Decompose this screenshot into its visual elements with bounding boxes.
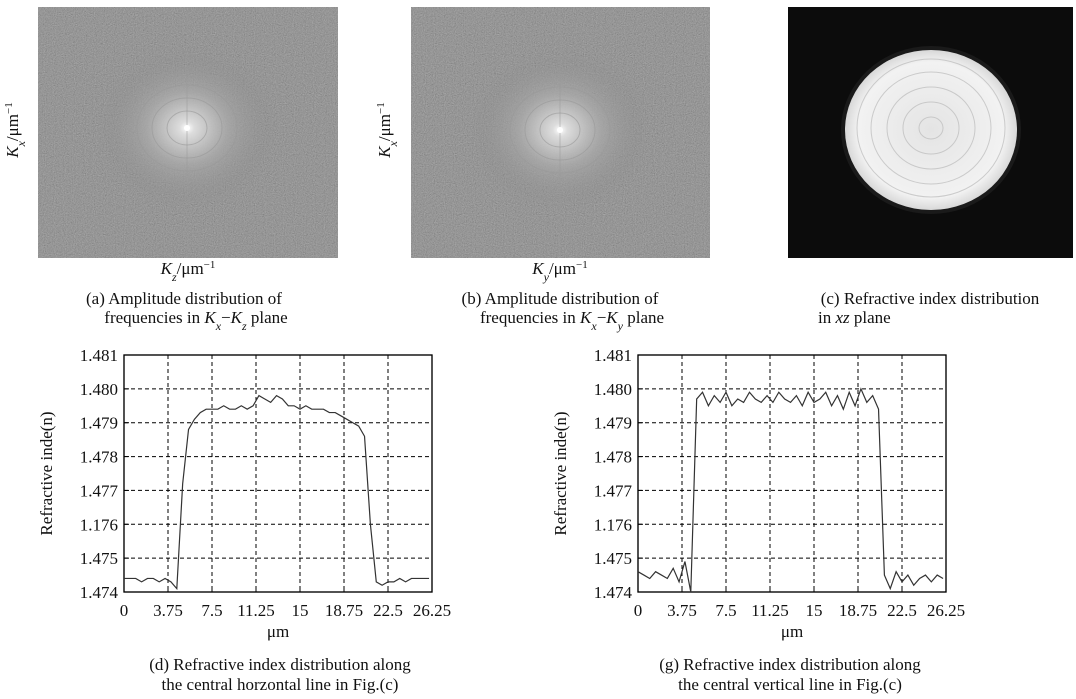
x-tick-label: 15 <box>292 601 309 620</box>
x-tick-label: 11.25 <box>237 601 275 620</box>
text-part: in <box>818 308 835 327</box>
text-part: z <box>241 319 247 333</box>
caption: in xz plane <box>818 308 891 327</box>
text-part: −1 <box>3 102 15 114</box>
text-part: xz <box>834 308 850 327</box>
x-axis-label: μm <box>781 622 803 641</box>
data-line <box>124 394 430 591</box>
x-axis-label: Ky/μm−1 <box>531 259 587 284</box>
x-tick-label: 26.25 <box>413 601 451 620</box>
text-part: frequencies in <box>480 308 580 327</box>
x-tick-label: 22.5 <box>887 601 917 620</box>
y-tick-label: 1.477 <box>80 481 119 500</box>
text-part: − <box>221 308 231 327</box>
text-part: (a) Amplitude distribution of <box>86 289 282 308</box>
x-tick-label: 0 <box>120 601 129 620</box>
caption: frequencies in Kx−Kz plane <box>104 308 287 333</box>
text-part: /μm <box>3 114 22 141</box>
y-axis-label: Kx/μm−1 <box>375 102 400 158</box>
y-axis-label: Refractive inde(n) <box>37 411 56 535</box>
text-part: x <box>215 319 222 333</box>
frequency-image-b <box>411 7 710 258</box>
text-part: x <box>386 140 400 147</box>
y-tick-label: 1.176 <box>594 515 632 534</box>
caption: (d) Refractive index distribution along <box>149 655 411 674</box>
caption: (c) Refractive index distribution <box>821 289 1040 308</box>
y-tick-label: 1.478 <box>594 448 632 467</box>
x-tick-label: 22.5 <box>373 601 403 620</box>
caption: the central vertical line in Fig.(c) <box>678 675 902 694</box>
text-part: (c) Refractive index distribution <box>821 289 1040 308</box>
x-tick-label: 26.25 <box>927 601 965 620</box>
y-tick-label: 1.176 <box>80 515 118 534</box>
text-part: K <box>605 308 619 327</box>
text-part: z <box>171 270 177 284</box>
text-part: plane <box>850 308 891 327</box>
text-part: y <box>543 270 550 284</box>
y-tick-label: 1.475 <box>594 549 632 568</box>
frequency-image-a <box>38 7 338 258</box>
caption: the central horzontal line in Fig.(c) <box>162 675 399 694</box>
data-line <box>637 387 944 593</box>
plot-border <box>637 354 947 593</box>
text-part: /μm <box>549 259 576 278</box>
x-tick-label: 3.75 <box>153 601 183 620</box>
y-tick-label: 1.474 <box>80 583 119 602</box>
y-tick-label: 1.477 <box>594 481 633 500</box>
x-axis-label: μm <box>267 622 289 641</box>
text-part: K <box>203 308 217 327</box>
x-tick-label: 11.25 <box>751 601 789 620</box>
x-tick-label: 18.75 <box>839 601 877 620</box>
x-axis-label: Kz/μm−1 <box>160 259 216 284</box>
text-part: plane <box>623 308 664 327</box>
y-axis-label: Kx/μm−1 <box>3 102 28 158</box>
y-tick-label: 1.480 <box>80 380 118 399</box>
text-part: /μm <box>375 114 394 141</box>
text-part: K <box>3 145 22 159</box>
text-part: K <box>230 308 244 327</box>
text-part: − <box>597 308 607 327</box>
x-tick-label: 0 <box>634 601 643 620</box>
text-part: K <box>375 145 394 159</box>
plot-border <box>123 354 433 593</box>
y-tick-label: 1.479 <box>80 414 118 433</box>
plot-frame <box>123 354 433 593</box>
x-tick-label: 7.5 <box>715 601 736 620</box>
text-part: /μm <box>177 259 204 278</box>
y-tick-label: 1.475 <box>80 549 118 568</box>
text-part: x <box>590 319 597 333</box>
text-part: (b) Amplitude distribution of <box>462 289 659 308</box>
text-part: frequencies in <box>104 308 204 327</box>
text-part: y <box>617 319 624 333</box>
caption: (g) Refractive index distribution along <box>659 655 921 674</box>
text-part: K <box>531 259 545 278</box>
y-tick-label: 1.479 <box>594 414 632 433</box>
text-part: K <box>160 259 174 278</box>
text-part: −1 <box>576 259 588 271</box>
text-part: −1 <box>204 259 216 271</box>
y-tick-label: 1.474 <box>594 583 633 602</box>
caption: (b) Amplitude distribution of <box>462 289 659 308</box>
x-tick-label: 7.5 <box>201 601 222 620</box>
text-part: x <box>14 140 28 147</box>
text-part: −1 <box>375 102 387 114</box>
y-tick-label: 1.481 <box>80 346 118 365</box>
caption: (a) Amplitude distribution of <box>86 289 282 308</box>
x-tick-label: 18.75 <box>325 601 363 620</box>
y-tick-label: 1.478 <box>80 448 118 467</box>
refractive-image-c <box>788 7 1073 258</box>
y-tick-label: 1.481 <box>594 346 632 365</box>
y-axis-label: Refractive inde(n) <box>551 411 570 535</box>
plot-frame <box>637 354 947 593</box>
text-part: plane <box>247 308 288 327</box>
x-tick-label: 3.75 <box>667 601 697 620</box>
text-part: K <box>579 308 593 327</box>
caption: frequencies in Kx−Ky plane <box>480 308 664 333</box>
x-tick-label: 15 <box>806 601 823 620</box>
y-tick-label: 1.480 <box>594 380 632 399</box>
